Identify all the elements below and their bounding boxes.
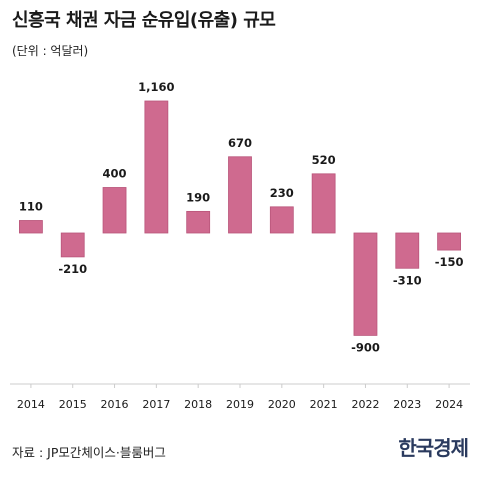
data-label-2016: 400 [103, 166, 127, 180]
bar-2024 [437, 232, 461, 251]
bar-2020 [269, 206, 294, 234]
data-label-2023: -310 [393, 273, 422, 287]
data-label-2015: -210 [58, 262, 87, 276]
x-tick-label-2015: 2015 [59, 398, 87, 411]
publisher-logo: 한국경제 [398, 436, 469, 460]
x-tick-label-2014: 2014 [17, 398, 45, 411]
bar-2015 [60, 232, 85, 258]
data-label-2020: 230 [270, 186, 294, 200]
data-label-2017: 1,160 [138, 80, 174, 94]
x-tick-label-2024: 2024 [435, 398, 463, 411]
x-tick-label-2022: 2022 [351, 398, 379, 411]
x-tick-label-2019: 2019 [226, 398, 254, 411]
x-tick-label-2018: 2018 [184, 398, 212, 411]
x-tick-label-2016: 2016 [101, 398, 129, 411]
data-label-2019: 670 [228, 136, 252, 150]
unit-label: (단위 : 억달러) [12, 44, 89, 58]
data-label-2024: -150 [435, 255, 464, 269]
data-label-2021: 520 [312, 153, 336, 167]
bar-2019 [228, 156, 252, 234]
bar-2022 [353, 232, 378, 336]
x-tick-label-2021: 2021 [310, 398, 338, 411]
bar-2023 [395, 232, 420, 269]
x-tick-label-2017: 2017 [142, 398, 170, 411]
x-tick-label-2023: 2023 [393, 398, 421, 411]
bar-2014 [19, 220, 43, 234]
data-label-2018: 190 [186, 190, 210, 204]
bar-2021 [311, 173, 336, 234]
data-label-2022: -900 [351, 340, 380, 354]
source-note: 자료 : JP모간체이스·블룸버그 [12, 445, 166, 460]
bar-2018 [186, 210, 211, 234]
bar-2016 [102, 187, 127, 234]
x-tick-label-2020: 2020 [268, 398, 296, 411]
chart-title: 신흥국 채권 자금 순유입(유출) 규모 [12, 10, 276, 31]
bar-2017 [144, 100, 169, 234]
data-label-2014: 110 [19, 199, 43, 213]
